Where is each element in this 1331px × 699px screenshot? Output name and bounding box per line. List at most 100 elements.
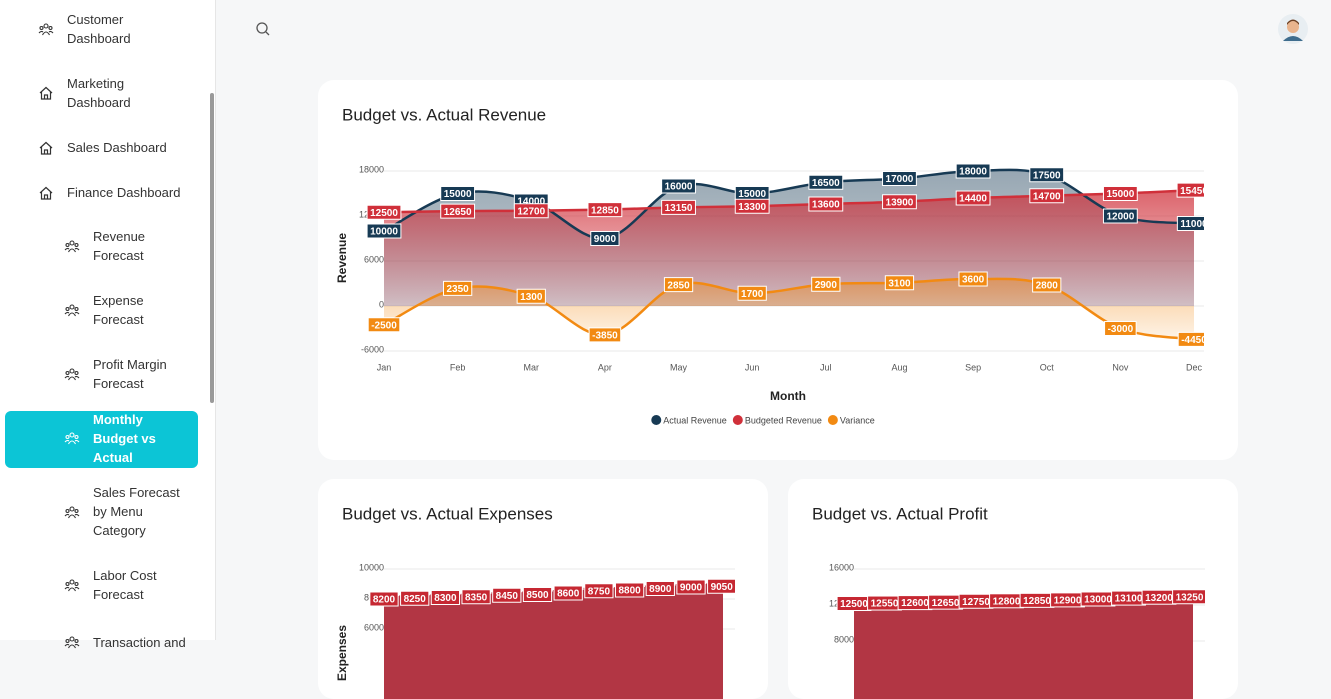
data-label-text: 8350: [465, 592, 488, 603]
data-label-text: 13000: [1084, 595, 1112, 606]
nav-item[interactable]: Revenue Forecast: [0, 227, 200, 265]
data-label: 12500: [367, 205, 401, 219]
data-label-text: 12600: [901, 598, 929, 609]
nav-item[interactable]: Monthly Budget vs Actual: [0, 419, 200, 457]
data-label: 8600: [554, 586, 582, 600]
search-icon[interactable]: [254, 20, 274, 40]
bar: [645, 586, 676, 699]
data-label-text: 12850: [591, 205, 619, 216]
legend-label: Budgeted Revenue: [745, 415, 822, 425]
nav-icon: [64, 302, 80, 318]
data-label-text: 2850: [667, 280, 690, 291]
y-axis-title: Expenses: [335, 625, 349, 681]
nav-item[interactable]: Finance Dashboard: [0, 183, 200, 202]
x-tick-label: Aug: [891, 362, 907, 372]
bar: [1144, 594, 1175, 699]
y-axis-title: Revenue: [335, 233, 349, 283]
data-label-text: 12650: [932, 598, 960, 609]
x-tick-label: May: [670, 362, 688, 372]
y-tick-label: 8000: [834, 634, 854, 644]
data-label-text: 11000: [1180, 219, 1208, 230]
nav-item[interactable]: Customer Dashboard: [0, 10, 200, 48]
bar: [991, 598, 1022, 699]
legend-label: Actual Revenue: [663, 415, 727, 425]
nav-item[interactable]: Sales Forecast by Menu Category: [0, 483, 200, 540]
data-label: 12850: [588, 203, 622, 217]
bar: [614, 587, 645, 699]
x-tick-label: Sep: [965, 362, 981, 372]
scrollbar[interactable]: [210, 93, 214, 403]
data-label-text: 3100: [888, 278, 911, 289]
data-label: 12650: [929, 595, 963, 609]
y-tick-label: -6000: [361, 344, 384, 354]
data-label: 14700: [1030, 189, 1064, 203]
data-label-text: 8300: [434, 593, 457, 604]
data-label: 13900: [883, 195, 917, 209]
data-label-text: 12850: [1023, 596, 1051, 607]
card: Budget vs. Actual Expenses6000800010000E…: [318, 479, 768, 699]
nav-icon: [38, 185, 54, 201]
data-label: 9000: [591, 232, 619, 246]
sidebar: Customer Dashboard Marketing Dashboard Sal…: [0, 0, 216, 640]
data-label-text: 12500: [840, 599, 868, 610]
nav-item[interactable]: Marketing Dashboard: [0, 74, 200, 112]
data-label: 16500: [809, 175, 843, 189]
nav-label: Sales Dashboard: [67, 138, 185, 157]
data-label-text: 14700: [1033, 191, 1061, 202]
nav-label: Sales Forecast by Menu Category: [93, 483, 191, 540]
data-label: 15000: [1103, 187, 1137, 201]
bar: [430, 595, 461, 699]
data-label: 12500: [837, 597, 871, 611]
nav-item[interactable]: Profit Margin Forecast: [0, 355, 200, 393]
data-label: 15000: [441, 187, 475, 201]
data-label: 2850: [664, 278, 692, 292]
data-label: 8300: [431, 591, 459, 605]
data-label: 12000: [1103, 209, 1137, 223]
nav-item[interactable]: Expense Forecast: [0, 291, 200, 329]
data-label-text: 17000: [886, 174, 914, 185]
data-label: 8200: [370, 592, 398, 606]
data-label: 2800: [1033, 278, 1061, 292]
data-label: 3600: [959, 272, 987, 286]
data-label: 13000: [1081, 592, 1115, 606]
bar: [869, 600, 900, 699]
data-label-text: 13250: [1176, 592, 1204, 603]
data-label-text: 9000: [680, 583, 703, 594]
y-tick-label: 16000: [829, 562, 854, 572]
bar: [1174, 594, 1205, 699]
nav-icon: [38, 140, 54, 156]
x-tick-label: Mar: [524, 362, 540, 372]
data-label-text: 12650: [444, 207, 472, 218]
nav-item[interactable]: Transaction and: [0, 623, 200, 661]
avatar[interactable]: [1277, 13, 1309, 45]
nav-label: Customer Dashboard: [67, 10, 185, 48]
bar: [522, 592, 553, 699]
data-label-text: 9050: [711, 582, 734, 593]
data-label-text: 16500: [812, 178, 840, 189]
data-label-text: 12000: [1106, 212, 1134, 223]
data-label: 1300: [517, 289, 545, 303]
data-label: 8250: [401, 591, 429, 605]
y-tick-label: 0: [379, 299, 384, 309]
bar: [399, 595, 430, 699]
bar: [961, 598, 992, 699]
data-label: 12750: [959, 594, 993, 608]
data-label: 9000: [677, 580, 705, 594]
nav-item[interactable]: Sales Dashboard: [0, 138, 200, 157]
data-label: 8900: [646, 582, 674, 596]
data-label-text: 10000: [370, 227, 398, 238]
data-label: 13300: [735, 199, 769, 213]
bar: [1083, 596, 1114, 699]
data-label-text: 15000: [1106, 189, 1134, 200]
nav-icon: [64, 238, 80, 254]
data-label: 15000: [735, 187, 769, 201]
data-label-text: 13200: [1145, 593, 1173, 604]
y-tick-label: 6000: [364, 622, 384, 632]
data-label-text: 17500: [1033, 170, 1061, 181]
data-label-text: 8750: [588, 586, 611, 597]
nav-item[interactable]: Labor Cost Forecast: [0, 566, 200, 604]
x-tick-label: Dec: [1186, 362, 1203, 372]
data-label-text: 13600: [812, 200, 840, 211]
bar: [930, 599, 961, 699]
